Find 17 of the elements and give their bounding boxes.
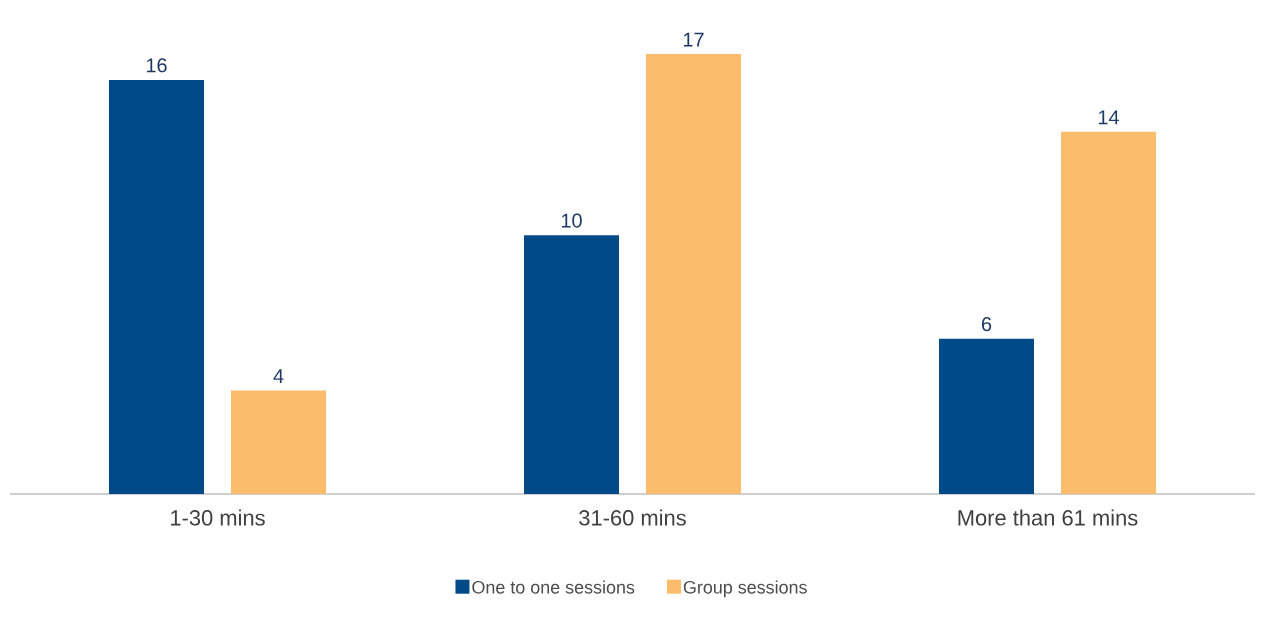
bar bbox=[524, 235, 619, 494]
x-tick-label: 31-60 mins bbox=[579, 509, 686, 526]
x-tick-label: 1-30 mins bbox=[171, 509, 265, 526]
bar bbox=[231, 390, 326, 494]
bar bbox=[939, 338, 1034, 494]
legend-label: Group sessions bbox=[683, 580, 807, 598]
data-label: 16 bbox=[146, 58, 167, 73]
data-label: 6 bbox=[981, 317, 992, 332]
data-label: 14 bbox=[1098, 110, 1119, 125]
data-label: 4 bbox=[273, 369, 284, 383]
bar bbox=[1061, 131, 1156, 494]
legend-label: One to one sessions bbox=[472, 580, 635, 594]
x-tick-label: More than 61 mins bbox=[958, 509, 1138, 526]
data-label: 17 bbox=[683, 32, 704, 47]
bar bbox=[109, 79, 204, 494]
data-label: 10 bbox=[561, 213, 582, 228]
bar bbox=[646, 54, 741, 494]
